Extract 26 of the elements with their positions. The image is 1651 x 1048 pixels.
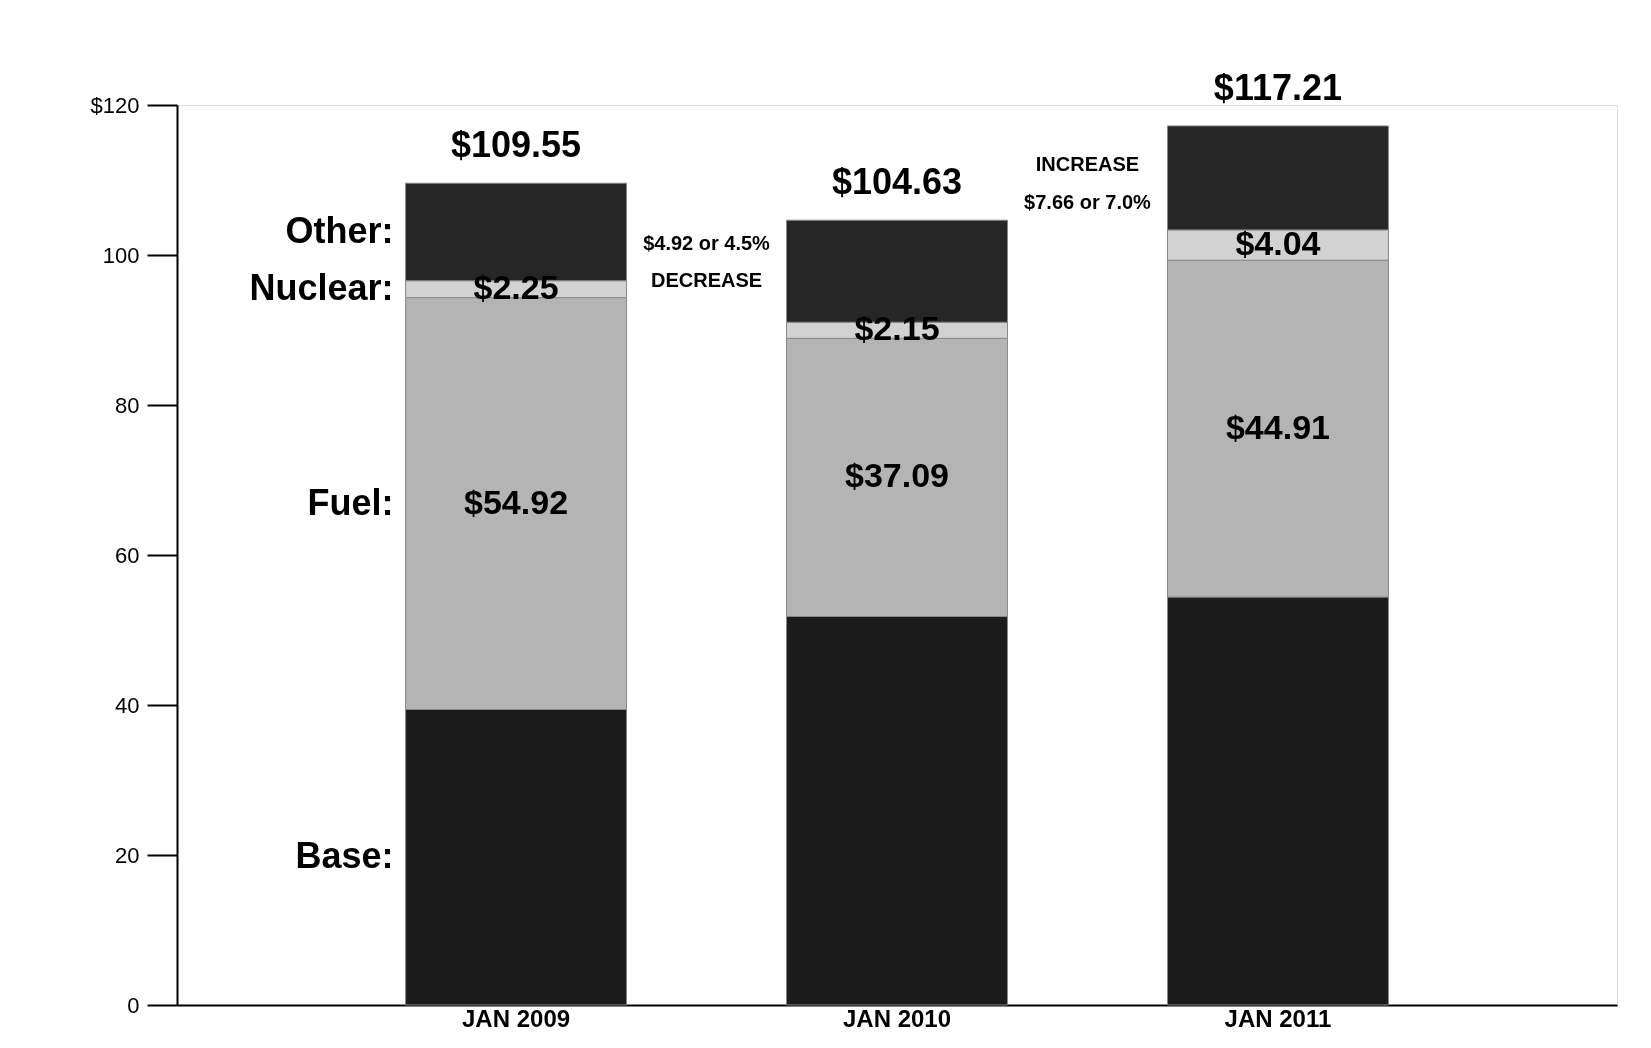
x-tick-label: JAN 2011 <box>1224 1004 1332 1032</box>
annotation: INCREASE <box>1035 153 1140 175</box>
x-tick-label: JAN 2010 <box>842 1004 952 1032</box>
y-tick-label: $120 <box>90 92 140 118</box>
data-label: $2.25 <box>473 268 559 307</box>
data-label: $4.04 <box>1235 224 1321 263</box>
total-label: $109.55 <box>450 124 582 166</box>
y-tick-label: 40 <box>115 692 140 718</box>
data-label: $37.09 <box>845 456 949 495</box>
data-label: $44.91 <box>1225 407 1330 446</box>
annotation: DECREASE <box>650 269 763 292</box>
y-tick-label: 100 <box>102 242 140 268</box>
annotation: $4.92 or 4.5% <box>643 231 771 254</box>
y-tick-label: 80 <box>115 392 140 418</box>
y-tick-label: 20 <box>115 842 140 868</box>
x-tick-label: JAN 2009 <box>462 1004 571 1032</box>
series-label: Other: <box>285 209 394 251</box>
total-label: $117.21 <box>1213 66 1343 108</box>
series-label: Base: <box>295 835 394 877</box>
annotation: $7.66 or 7.0% <box>1024 190 1152 213</box>
data-label: $54.92 <box>464 482 569 521</box>
total-label: $104.63 <box>831 161 963 203</box>
series-label: Fuel: <box>307 481 394 523</box>
y-tick-label: 0 <box>127 992 140 1018</box>
series-label: Nuclear: <box>249 267 394 309</box>
y-tick-label: 60 <box>115 542 140 568</box>
